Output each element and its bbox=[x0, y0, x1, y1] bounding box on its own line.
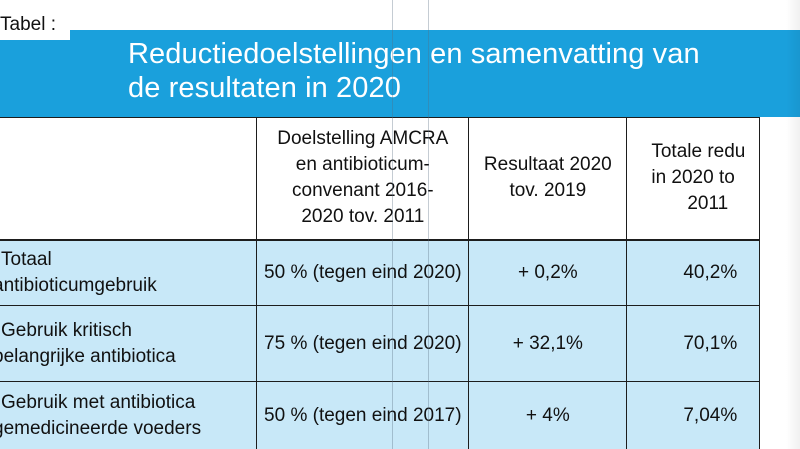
row-label-line: antibioticumgebruik bbox=[0, 274, 157, 296]
row-result: + 0,2% bbox=[468, 239, 628, 306]
row-result: + 4% bbox=[468, 381, 628, 449]
row-label-line: Totaal bbox=[1, 248, 52, 270]
header-target-line: convenant 2016- bbox=[292, 180, 434, 202]
row-label: Totaal antibioticumgebruik bbox=[0, 239, 258, 306]
row-label-line: belangrijke antibiotica bbox=[0, 345, 176, 367]
row-label-line: gemedicineerde voeders bbox=[0, 417, 202, 439]
header-result-line: tov. 2019 bbox=[509, 180, 587, 202]
row-total: 40,2% bbox=[626, 239, 760, 306]
page-fold-line bbox=[392, 0, 393, 449]
reduction-targets-table: Doelstelling AMCRA en antibioticum- conv… bbox=[0, 117, 760, 449]
row-label-line: Gebruik met antibiotica bbox=[1, 391, 196, 413]
table-header-row: Doelstelling AMCRA en antibioticum- conv… bbox=[0, 117, 760, 241]
header-target-line: 2020 tov. 2011 bbox=[301, 206, 425, 228]
row-target: 75 % (tegen eind 2020) bbox=[256, 305, 470, 382]
row-label: Gebruik met antibiotica gemedicineerde v… bbox=[0, 381, 258, 449]
table-row: Gebruik met antibiotica gemedicineerde v… bbox=[0, 381, 760, 449]
row-label-line: Gebruik kritisch bbox=[1, 319, 132, 341]
page-edge-shadow bbox=[786, 0, 800, 449]
table-title-band: Reductiedoelstellingen en samenvatting v… bbox=[0, 30, 800, 117]
table-row: Gebruik kritisch belangrijke antibiotica… bbox=[0, 305, 760, 382]
row-result: + 32,1% bbox=[468, 305, 628, 382]
table-row: Totaal antibioticumgebruik 50 % (tegen e… bbox=[0, 239, 760, 306]
header-target-line: Doelstelling AMCRA bbox=[277, 128, 449, 150]
row-total: 7,04% bbox=[626, 381, 760, 449]
row-total: 70,1% bbox=[626, 305, 760, 382]
header-target-line: en antibioticum- bbox=[295, 154, 430, 176]
header-cell-label bbox=[0, 117, 258, 241]
tabel-label-box bbox=[0, 0, 70, 40]
header-result-line: Resultaat 2020 bbox=[483, 154, 612, 176]
header-total-line: Totale redu bbox=[651, 141, 746, 163]
tabel-label: Tabel : bbox=[0, 14, 56, 35]
row-target: 50 % (tegen eind 2017) bbox=[256, 381, 470, 449]
header-cell-result: Resultaat 2020 tov. 2019 bbox=[468, 117, 628, 241]
table-title-line-2: de resultaten in 2020 bbox=[128, 72, 401, 104]
header-cell-target: Doelstelling AMCRA en antibioticum- conv… bbox=[256, 117, 470, 241]
row-label: Gebruik kritisch belangrijke antibiotica bbox=[0, 305, 258, 382]
header-total-line: 2011 bbox=[687, 193, 729, 215]
table-title-line-1: Reductiedoelstellingen en samenvatting v… bbox=[128, 38, 700, 70]
header-total-line: in 2020 to bbox=[651, 167, 735, 189]
header-cell-total: Totale redu in 2020 to 2011 bbox=[626, 117, 760, 241]
page-fold-line bbox=[428, 0, 429, 449]
row-target: 50 % (tegen eind 2020) bbox=[256, 239, 470, 306]
